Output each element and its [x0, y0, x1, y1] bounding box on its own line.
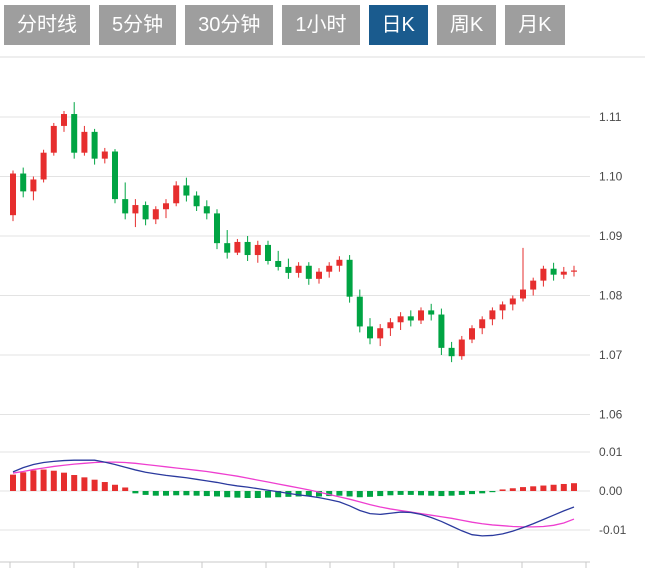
y-axis-labels: 1.11 1.10 1.09 1.08 1.07 1.06 0.01 0.00 -0.01 — [599, 110, 627, 537]
timeframe-tabbar: 分时线 5分钟 30分钟 1小时 日K 周K 月K — [4, 5, 565, 45]
tab-month-k[interactable]: 月K — [505, 5, 565, 45]
svg-text:0.00: 0.00 — [599, 484, 623, 498]
tab-1hour[interactable]: 1小时 — [282, 5, 360, 45]
svg-text:1.09: 1.09 — [599, 229, 623, 243]
tab-30min[interactable]: 30分钟 — [185, 5, 274, 45]
grid-lines — [0, 56, 645, 531]
svg-text:1.07: 1.07 — [599, 348, 623, 362]
tab-time-share[interactable]: 分时线 — [4, 5, 90, 45]
svg-text:1.08: 1.08 — [599, 289, 623, 303]
tab-5min[interactable]: 5分钟 — [99, 5, 177, 45]
candles — [10, 102, 577, 363]
tab-day-k[interactable]: 日K — [368, 5, 428, 45]
tab-week-k[interactable]: 周K — [436, 5, 497, 45]
svg-text:0.01: 0.01 — [599, 445, 623, 459]
macd-histogram — [10, 469, 577, 499]
svg-text:1.10: 1.10 — [599, 170, 623, 184]
x-axis — [0, 561, 590, 568]
dif-line — [12, 459, 575, 537]
svg-text:1.11: 1.11 — [599, 110, 622, 124]
svg-text:1.06: 1.06 — [599, 408, 623, 422]
svg-text:-0.01: -0.01 — [599, 523, 627, 537]
